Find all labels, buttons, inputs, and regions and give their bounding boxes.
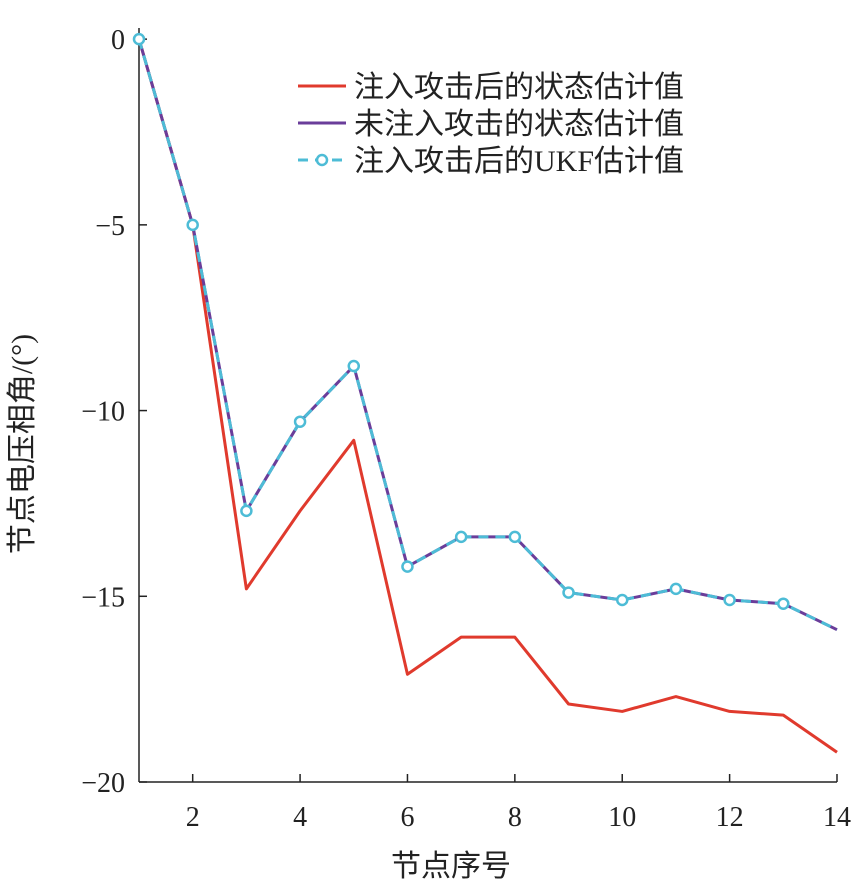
data-point-marker [293,415,307,428]
tick-labels: 2 4 6 8 10 12 14 0 −5 −10 −15 −20 [81,25,851,833]
y-tick-label: −20 [81,768,125,799]
data-point-marker [723,593,736,607]
data-point-marker [562,586,575,599]
x-tick-label: 2 [186,802,200,833]
x-tick-label: 4 [293,802,307,833]
data-point-marker [615,593,629,607]
data-point-marker [454,530,468,544]
series-line-1 [137,38,838,754]
y-tick-label: −10 [81,397,125,428]
x-tick-label: 14 [823,802,851,833]
legend-label: 未注入攻击的状态估计值 [354,108,684,141]
y-tick-label: −5 [95,211,125,242]
data-point-marker [240,504,253,518]
data-point-marker [508,530,522,544]
plot-axes [138,28,838,783]
data-point-marker [669,582,683,596]
data-point-marker [347,359,361,373]
legend-label: 注入攻击后的UKF估计值 [354,145,684,178]
legend-marker [315,153,329,167]
y-tick-label: 0 [111,25,125,56]
series-layer [132,32,838,754]
x-axis-title: 节点序号 [391,850,511,883]
data-point-marker [186,218,199,232]
y-axis-title: 节点电压相角/(°) [6,334,39,554]
x-tick-label: 12 [716,802,744,833]
x-tick-label: 8 [508,802,522,833]
data-point-marker [132,32,146,46]
y-tick-label: −15 [81,582,125,613]
series-line-3 [137,38,838,632]
legend-label: 注入攻击后的状态估计值 [354,71,684,104]
x-tick-label: 10 [608,802,636,833]
data-point-marker [777,597,790,610]
x-tick-label: 6 [400,802,414,833]
data-point-marker [401,560,414,573]
